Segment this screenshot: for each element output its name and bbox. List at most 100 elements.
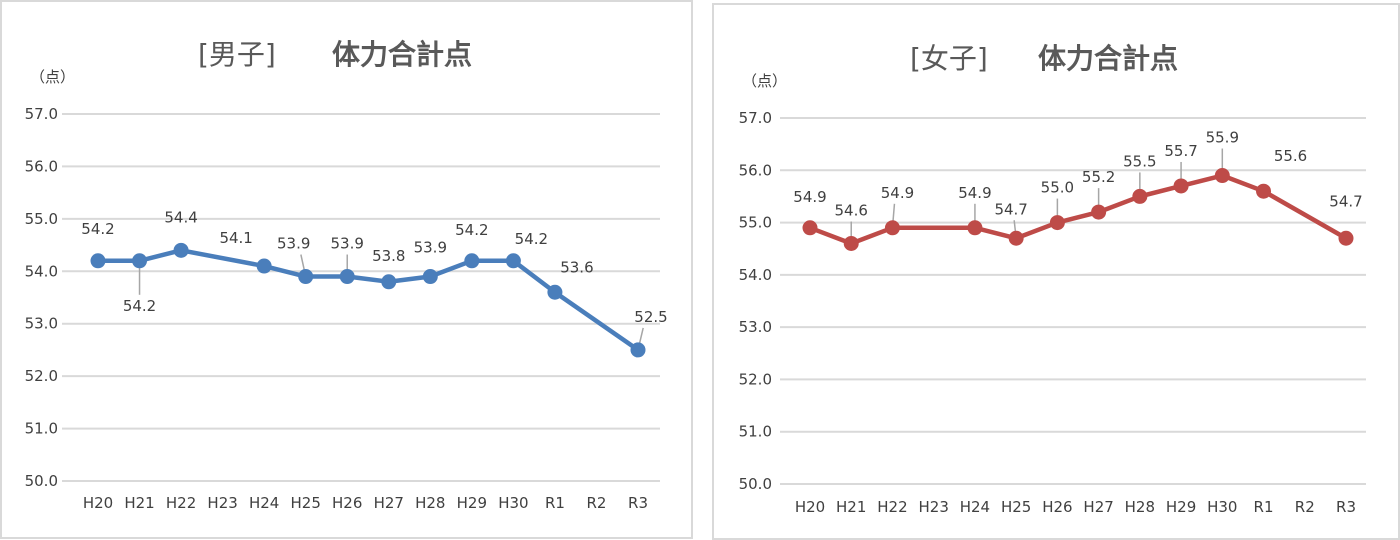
- x-tick-label: H29: [1166, 498, 1196, 516]
- data-point: [505, 253, 521, 269]
- boys-y-unit: （点）: [30, 68, 75, 86]
- y-tick-label: 57.0: [739, 109, 772, 127]
- x-tick-label: H20: [795, 498, 825, 516]
- data-label: 54.7: [994, 200, 1027, 218]
- girls-chart-title: 体力合計点: [1038, 42, 1178, 75]
- y-tick-label: 53.0: [739, 318, 772, 336]
- x-tick-label: R1: [1254, 498, 1274, 516]
- data-point: [547, 284, 563, 300]
- data-label: 54.9: [881, 184, 914, 202]
- x-tick-label: H23: [207, 494, 237, 512]
- data-point: [339, 269, 355, 285]
- data-point: [1214, 168, 1230, 184]
- data-point: [132, 253, 148, 269]
- data-point: [1338, 230, 1354, 246]
- data-point: [381, 274, 397, 290]
- y-tick-label: 52.0: [25, 367, 58, 385]
- girls-y-unit: （点）: [742, 72, 787, 90]
- x-tick-label: R1: [545, 494, 565, 512]
- x-tick-label: H28: [415, 494, 445, 512]
- data-point: [802, 220, 818, 236]
- data-label: 53.9: [277, 235, 310, 253]
- x-tick-label: H26: [332, 494, 362, 512]
- data-label: 54.2: [455, 221, 488, 239]
- boys-chart: [男子] 体力合計点 （点） 50.0 51.0 52.0 53.0 54.0 55.0 5…: [25, 38, 668, 512]
- y-tick-label: 57.0: [25, 105, 58, 123]
- x-tick-label: H25: [1001, 498, 1031, 516]
- x-tick-label: H25: [291, 494, 321, 512]
- data-point: [1173, 178, 1189, 194]
- girls-chart-panel: [712, 3, 1400, 540]
- x-tick-label: H29: [457, 494, 487, 512]
- x-tick-label: H22: [877, 498, 907, 516]
- data-label: 55.6: [1274, 147, 1307, 165]
- data-label: 54.1: [219, 229, 252, 247]
- data-point: [1256, 183, 1272, 199]
- data-point: [1091, 204, 1107, 220]
- data-point: [630, 342, 646, 358]
- data-point: [298, 269, 314, 285]
- x-tick-label: H21: [124, 494, 154, 512]
- girls-chart: [女子] 体力合計点 （点） 50.0 51.0 52.0 53.0 54.0 55.0 5…: [739, 42, 1366, 516]
- data-label: 53.6: [560, 258, 593, 276]
- data-point: [256, 258, 272, 274]
- data-point: [843, 235, 859, 251]
- x-tick-label: H22: [166, 494, 196, 512]
- data-point: [1008, 230, 1024, 246]
- data-label: 55.0: [1041, 179, 1074, 197]
- data-point: [90, 253, 106, 269]
- x-tick-label: H27: [1083, 498, 1113, 516]
- x-tick-label: H21: [836, 498, 866, 516]
- boys-chart-title-prefix: [男子]: [198, 38, 276, 71]
- data-label: 53.9: [414, 239, 447, 257]
- y-tick-label: 51.0: [25, 420, 58, 438]
- data-label: 54.2: [123, 297, 156, 315]
- y-tick-label: 54.0: [25, 262, 58, 280]
- x-tick-label: H23: [919, 498, 949, 516]
- data-point: [173, 242, 189, 258]
- data-point: [1049, 215, 1065, 231]
- y-tick-label: 53.0: [25, 315, 58, 333]
- data-label: 55.7: [1164, 142, 1197, 160]
- y-tick-label: 56.0: [739, 161, 772, 179]
- x-tick-label: H24: [960, 498, 990, 516]
- data-point: [464, 253, 480, 269]
- data-point: [967, 220, 983, 236]
- data-label: 55.2: [1082, 168, 1115, 186]
- y-tick-label: 55.0: [739, 214, 772, 232]
- data-point: [422, 269, 438, 285]
- data-label: 54.7: [1329, 192, 1362, 210]
- girls-chart-title-prefix: [女子]: [910, 42, 988, 75]
- data-point: [1132, 188, 1148, 204]
- x-tick-label: H24: [249, 494, 279, 512]
- y-tick-label: 52.0: [739, 370, 772, 388]
- data-label: 54.2: [81, 220, 114, 238]
- y-tick-label: 56.0: [25, 157, 58, 175]
- x-tick-label: R3: [628, 494, 648, 512]
- data-label: 53.8: [372, 247, 405, 265]
- data-label: 54.4: [164, 208, 197, 226]
- y-tick-label: 51.0: [739, 423, 772, 441]
- data-label: 54.9: [793, 188, 826, 206]
- x-tick-label: H28: [1125, 498, 1155, 516]
- y-tick-label: 50.0: [739, 475, 772, 493]
- x-tick-label: H30: [498, 494, 528, 512]
- x-tick-label: H30: [1207, 498, 1237, 516]
- data-label: 53.9: [331, 235, 364, 253]
- data-label: 52.5: [634, 308, 667, 326]
- data-label: 55.5: [1123, 152, 1156, 170]
- y-tick-label: 55.0: [25, 210, 58, 228]
- x-tick-label: R3: [1336, 498, 1356, 516]
- data-label: 54.9: [958, 184, 991, 202]
- data-label: 54.2: [515, 230, 548, 248]
- x-tick-label: H27: [374, 494, 404, 512]
- data-label: 55.9: [1206, 129, 1239, 147]
- series-line: [98, 248, 640, 352]
- data-label: 54.6: [835, 201, 868, 219]
- data-point: [884, 220, 900, 236]
- x-tick-label: H26: [1042, 498, 1072, 516]
- boys-chart-title: 体力合計点: [332, 38, 472, 71]
- x-tick-label: R2: [586, 494, 606, 512]
- y-tick-label: 50.0: [25, 472, 58, 490]
